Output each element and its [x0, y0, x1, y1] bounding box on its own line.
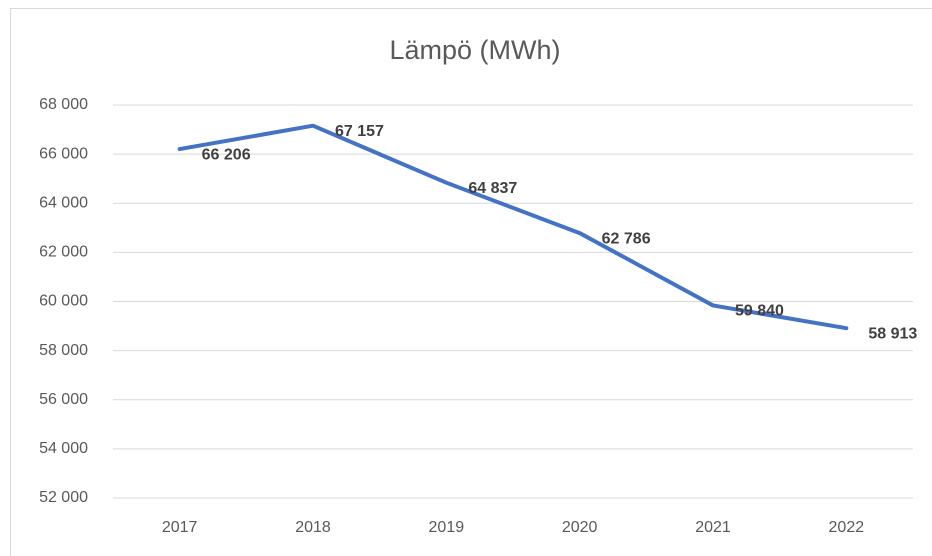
x-tick-label: 2017 — [162, 519, 198, 536]
y-tick-label: 54 000 — [39, 440, 88, 457]
y-tick-label: 64 000 — [39, 194, 88, 211]
y-tick-label: 58 000 — [39, 342, 88, 359]
y-tick-label: 68 000 — [39, 96, 88, 113]
data-label: 62 786 — [602, 230, 651, 247]
y-tick-label: 62 000 — [39, 244, 88, 261]
chart-border — [10, 8, 932, 556]
x-tick-label: 2019 — [429, 519, 465, 536]
data-label: 67 157 — [335, 123, 384, 140]
data-label: 58 913 — [868, 325, 917, 342]
y-tick-label: 60 000 — [39, 293, 88, 310]
y-tick-label: 52 000 — [39, 489, 88, 506]
data-line — [177, 123, 849, 331]
x-tick-label: 2018 — [295, 519, 331, 536]
chart-title: Lämpö (MWh) — [389, 35, 560, 65]
x-tick-label: 2022 — [829, 519, 865, 536]
y-tick-label: 66 000 — [39, 145, 88, 162]
data-label: 59 840 — [735, 303, 784, 320]
data-label: 64 837 — [468, 180, 517, 197]
y-tick-label: 56 000 — [39, 391, 88, 408]
x-tick-label: 2020 — [562, 519, 598, 536]
data-label: 66 206 — [202, 146, 251, 163]
x-tick-label: 2021 — [695, 519, 731, 536]
